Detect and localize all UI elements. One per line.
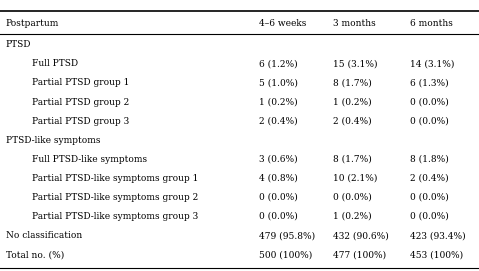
Text: 423 (93.4%): 423 (93.4%) [410, 231, 465, 240]
Text: 6 months: 6 months [410, 18, 453, 28]
Text: Full PTSD: Full PTSD [32, 59, 78, 68]
Text: 8 (1.7%): 8 (1.7%) [333, 78, 372, 88]
Text: Full PTSD-like symptoms: Full PTSD-like symptoms [32, 155, 147, 164]
Text: Partial PTSD group 3: Partial PTSD group 3 [32, 117, 129, 125]
Text: 0 (0.0%): 0 (0.0%) [259, 193, 297, 202]
Text: 14 (3.1%): 14 (3.1%) [410, 59, 454, 68]
Text: No classification: No classification [6, 231, 82, 240]
Text: 1 (0.2%): 1 (0.2%) [333, 212, 372, 221]
Text: Partial PTSD-like symptoms group 1: Partial PTSD-like symptoms group 1 [32, 174, 198, 183]
Text: 8 (1.7%): 8 (1.7%) [333, 155, 372, 164]
Text: 0 (0.0%): 0 (0.0%) [410, 193, 448, 202]
Text: 0 (0.0%): 0 (0.0%) [259, 212, 297, 221]
Text: 1 (0.2%): 1 (0.2%) [259, 98, 297, 107]
Text: 0 (0.0%): 0 (0.0%) [333, 193, 372, 202]
Text: 10 (2.1%): 10 (2.1%) [333, 174, 377, 183]
Text: 3 (0.6%): 3 (0.6%) [259, 155, 297, 164]
Text: 4 (0.8%): 4 (0.8%) [259, 174, 297, 183]
Text: 2 (0.4%): 2 (0.4%) [259, 117, 297, 125]
Text: 6 (1.2%): 6 (1.2%) [259, 59, 297, 68]
Text: Partial PTSD-like symptoms group 3: Partial PTSD-like symptoms group 3 [32, 212, 198, 221]
Text: 0 (0.0%): 0 (0.0%) [410, 117, 448, 125]
Text: 2 (0.4%): 2 (0.4%) [333, 117, 372, 125]
Text: Partial PTSD group 1: Partial PTSD group 1 [32, 78, 129, 88]
Text: Partial PTSD group 2: Partial PTSD group 2 [32, 98, 129, 107]
Text: PTSD-like symptoms: PTSD-like symptoms [6, 136, 100, 145]
Text: 477 (100%): 477 (100%) [333, 250, 386, 259]
Text: 479 (95.8%): 479 (95.8%) [259, 231, 315, 240]
Text: 453 (100%): 453 (100%) [410, 250, 463, 259]
Text: PTSD: PTSD [6, 40, 31, 49]
Text: 1 (0.2%): 1 (0.2%) [333, 98, 372, 107]
Text: 4–6 weeks: 4–6 weeks [259, 18, 306, 28]
Text: 0 (0.0%): 0 (0.0%) [410, 212, 448, 221]
Text: 15 (3.1%): 15 (3.1%) [333, 59, 377, 68]
Text: 5 (1.0%): 5 (1.0%) [259, 78, 297, 88]
Text: 432 (90.6%): 432 (90.6%) [333, 231, 388, 240]
Text: 2 (0.4%): 2 (0.4%) [410, 174, 448, 183]
Text: Postpartum: Postpartum [6, 18, 59, 28]
Text: 8 (1.8%): 8 (1.8%) [410, 155, 448, 164]
Text: Partial PTSD-like symptoms group 2: Partial PTSD-like symptoms group 2 [32, 193, 198, 202]
Text: Total no. (%): Total no. (%) [6, 250, 64, 259]
Text: 500 (100%): 500 (100%) [259, 250, 312, 259]
Text: 3 months: 3 months [333, 18, 376, 28]
Text: 0 (0.0%): 0 (0.0%) [410, 98, 448, 107]
Text: 6 (1.3%): 6 (1.3%) [410, 78, 448, 88]
